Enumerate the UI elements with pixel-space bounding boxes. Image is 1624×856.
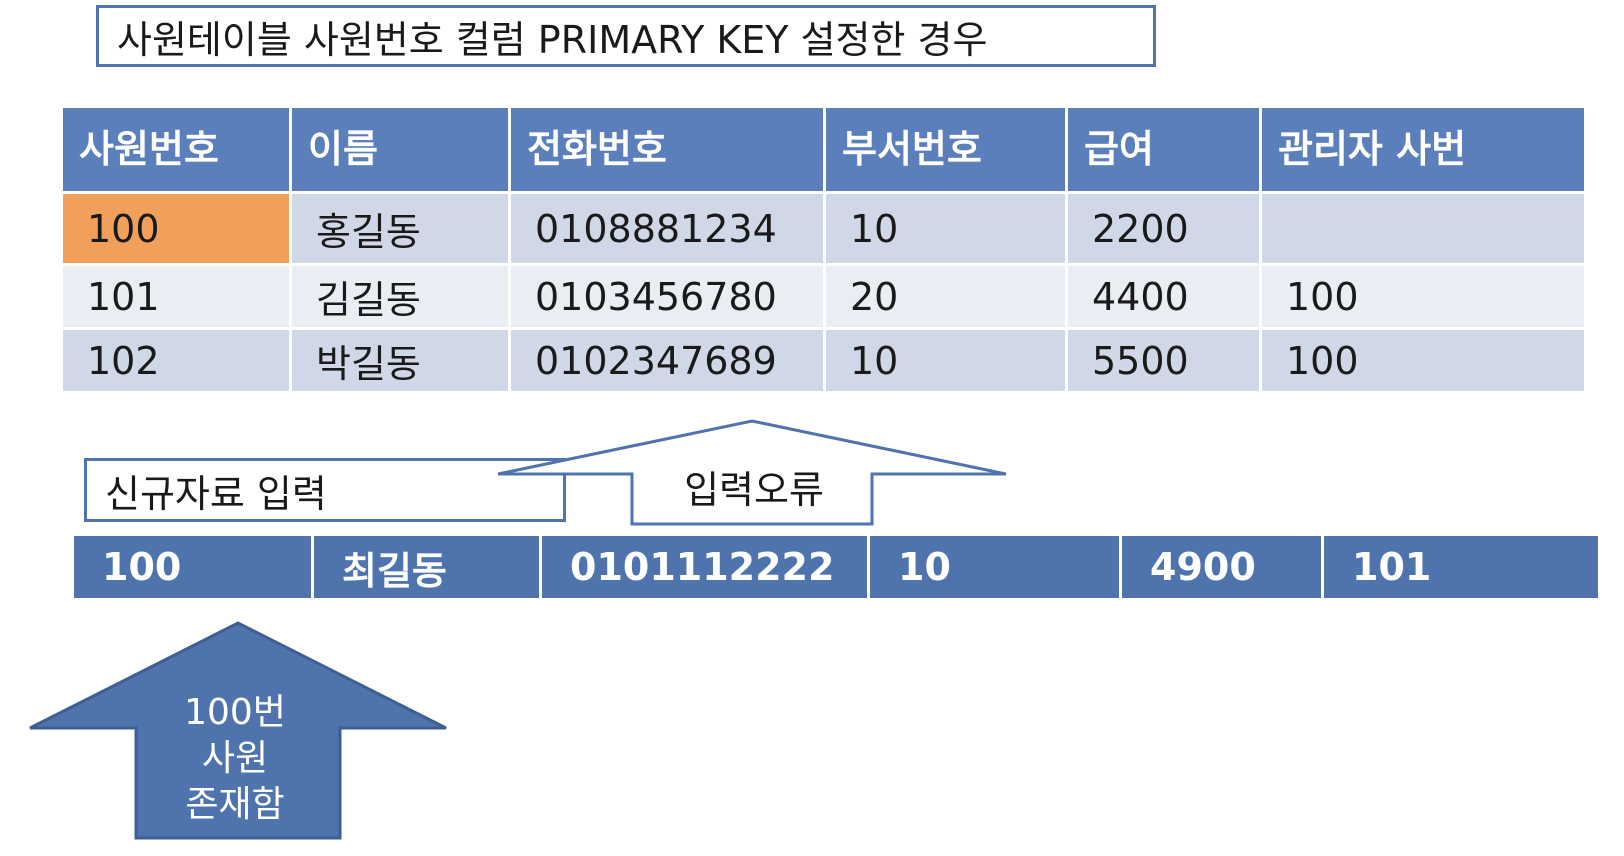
table-row: 101 김길동 0103456780 20 4400 100 <box>60 263 1587 330</box>
error-label: 입력오류 <box>684 467 824 512</box>
table-cell: 0108881234 <box>508 191 826 266</box>
table-cell: 홍길동 <box>289 191 511 266</box>
header-manager-no: 관리자 사번 <box>1259 105 1587 194</box>
new-entry-cell: 10 <box>870 536 1122 598</box>
table-cell: 5500 <box>1065 327 1262 394</box>
table-cell: 4400 <box>1065 263 1262 330</box>
header-phone: 전화번호 <box>508 105 826 194</box>
table-cell: 0103456780 <box>508 263 826 330</box>
error-arrow-shape <box>497 419 1007 526</box>
table-cell: 2200 <box>1065 191 1262 266</box>
table-cell: 102 <box>60 327 292 394</box>
new-entry-cell: 4900 <box>1122 536 1324 598</box>
exists-label-line: 존재함 <box>185 784 285 825</box>
table-row: 102 박길동 0102347689 10 5500 100 <box>60 327 1587 394</box>
table-cell: 10 <box>823 191 1068 266</box>
table-cell: 김길동 <box>289 263 511 330</box>
header-dept-no: 부서번호 <box>823 105 1068 194</box>
exists-label-line: 사원 <box>201 738 269 779</box>
new-entry-cell: 최길동 <box>314 536 542 598</box>
new-entry-cell: 100 <box>74 536 314 598</box>
exists-arrow-shape <box>29 621 447 840</box>
table-cell: 0102347689 <box>508 327 826 394</box>
header-salary: 급여 <box>1065 105 1262 194</box>
table-cell: 10 <box>823 327 1068 394</box>
header-emp-no: 사원번호 <box>60 105 292 194</box>
table-row: 100 홍길동 0108881234 10 2200 <box>60 191 1587 266</box>
employee-table: 사원번호 이름 전화번호 부서번호 급여 관리자 사번 100 홍길동 0108… <box>60 105 1587 394</box>
table-cell: 20 <box>823 263 1068 330</box>
header-name: 이름 <box>289 105 511 194</box>
table-cell: 101 <box>60 263 292 330</box>
table-header-row: 사원번호 이름 전화번호 부서번호 급여 관리자 사번 <box>60 105 1587 194</box>
exists-label-line: 100번 <box>184 692 286 733</box>
table-cell: 100 <box>1259 327 1587 394</box>
new-entry-label: 신규자료 입력 <box>84 458 566 522</box>
diagram-title: 사원테이블 사원번호 컬럼 PRIMARY KEY 설정한 경우 <box>96 5 1156 67</box>
table-cell <box>1259 191 1587 266</box>
table-cell: 100 <box>1259 263 1587 330</box>
exists-label: 100번 사원 존재함 <box>150 690 320 828</box>
new-entry-cell: 101 <box>1324 536 1598 598</box>
new-entry-row: 100 최길동 0101112222 10 4900 101 <box>74 536 1598 598</box>
pk-duplicate-cell: 100 <box>60 191 292 266</box>
table-cell: 박길동 <box>289 327 511 394</box>
new-entry-cell: 0101112222 <box>542 536 870 598</box>
